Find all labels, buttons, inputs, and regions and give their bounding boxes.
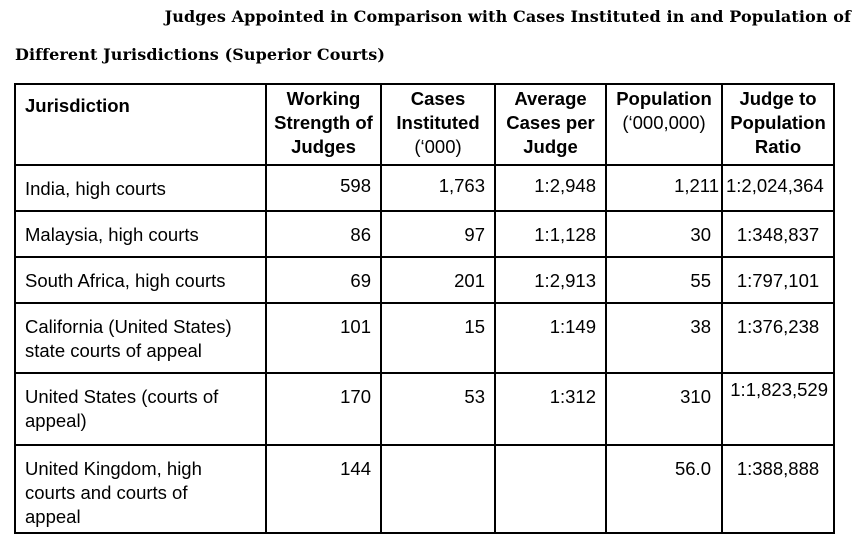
cell-jurisdiction: India, high courts bbox=[14, 164, 267, 212]
cell-jurisdiction-line: state courts of appeal bbox=[25, 340, 202, 361]
header-cases-instituted: Cases Instituted (‘000) bbox=[380, 83, 496, 166]
table-row: United Kingdom, high courts and courts o… bbox=[14, 444, 835, 534]
cell-average bbox=[494, 444, 607, 534]
title-line-1: Judges Appointed in Comparison with Case… bbox=[164, 7, 851, 26]
cell-average: 1:312 bbox=[494, 372, 607, 446]
cell-ratio: 1:348,837 bbox=[721, 210, 835, 258]
cell-average: 1:1,128 bbox=[494, 210, 607, 258]
cell-jurisdiction: United Kingdom, high courts and courts o… bbox=[14, 444, 267, 534]
header-working-strength: Working Strength of Judges bbox=[265, 83, 382, 166]
header-working-strength-line: Judges bbox=[291, 136, 356, 157]
header-average-cases: Average Cases per Judge bbox=[494, 83, 607, 166]
header-jurisdiction: Jurisdiction bbox=[14, 83, 267, 166]
cell-cases: 97 bbox=[380, 210, 496, 258]
header-population-line: (‘000,000) bbox=[622, 112, 706, 133]
header-row: Jurisdiction Working Strength of Judges … bbox=[14, 83, 835, 166]
header-cases-line: Instituted bbox=[396, 112, 480, 133]
cell-cases: 201 bbox=[380, 256, 496, 304]
cell-judges: 170 bbox=[265, 372, 382, 446]
header-population: Population (‘000,000) bbox=[605, 83, 723, 166]
header-cases-line: Cases bbox=[410, 88, 466, 109]
cell-ratio: 1:1,823,529 bbox=[721, 372, 835, 446]
header-average-line: Judge bbox=[523, 136, 578, 157]
cell-population: 56.0 bbox=[605, 444, 723, 534]
header-cases-line: (‘000) bbox=[414, 136, 462, 157]
cell-judges: 86 bbox=[265, 210, 382, 258]
table-row: India, high courts 598 1,763 1:2,948 1,2… bbox=[14, 164, 835, 212]
cell-jurisdiction-line: courts and courts of bbox=[25, 482, 188, 503]
header-average-line: Cases per bbox=[506, 112, 595, 133]
cell-population: 30 bbox=[605, 210, 723, 258]
cell-jurisdiction: South Africa, high courts bbox=[14, 256, 267, 304]
cell-judges: 144 bbox=[265, 444, 382, 534]
header-working-strength-line: Working bbox=[286, 88, 361, 109]
cell-cases bbox=[380, 444, 496, 534]
cell-jurisdiction-line: appeal bbox=[25, 506, 81, 527]
cell-jurisdiction-line: appeal) bbox=[25, 410, 87, 431]
header-average-line: Average bbox=[514, 88, 587, 109]
cell-population: 38 bbox=[605, 302, 723, 374]
cell-jurisdiction-line: United Kingdom, high bbox=[25, 458, 202, 479]
cell-population: 310 bbox=[605, 372, 723, 446]
jurisdiction-table: Jurisdiction Working Strength of Judges … bbox=[14, 83, 835, 534]
cell-population: 1,211 bbox=[605, 164, 723, 212]
cell-ratio: 1:388,888 bbox=[721, 444, 835, 534]
table-row: California (United States) state courts … bbox=[14, 302, 835, 374]
header-ratio: Judge to Population Ratio bbox=[721, 83, 835, 166]
cell-judges: 101 bbox=[265, 302, 382, 374]
table-row: Malaysia, high courts 86 97 1:1,128 30 1… bbox=[14, 210, 835, 258]
table-row: United States (courts of appeal) 170 53 … bbox=[14, 372, 835, 446]
cell-judges: 69 bbox=[265, 256, 382, 304]
cell-average: 1:2,913 bbox=[494, 256, 607, 304]
cell-jurisdiction: United States (courts of appeal) bbox=[14, 372, 267, 446]
title-line-2: Different Jurisdictions (Superior Courts… bbox=[15, 45, 386, 64]
header-working-strength-line: Strength of bbox=[274, 112, 373, 133]
cell-population: 55 bbox=[605, 256, 723, 304]
cell-judges: 598 bbox=[265, 164, 382, 212]
cell-jurisdiction: Malaysia, high courts bbox=[14, 210, 267, 258]
header-ratio-line: Judge to bbox=[739, 88, 817, 109]
header-ratio-line: Population bbox=[730, 112, 826, 133]
cell-ratio: 1:376,238 bbox=[721, 302, 835, 374]
cell-ratio: 1:2,024,364 bbox=[721, 164, 835, 212]
cell-jurisdiction: California (United States) state courts … bbox=[14, 302, 267, 374]
table-row: South Africa, high courts 69 201 1:2,913… bbox=[14, 256, 835, 304]
cell-cases: 15 bbox=[380, 302, 496, 374]
header-ratio-line: Ratio bbox=[754, 136, 802, 157]
cell-cases: 53 bbox=[380, 372, 496, 446]
cell-ratio: 1:797,101 bbox=[721, 256, 835, 304]
cell-jurisdiction-line: United States (courts of bbox=[25, 386, 219, 407]
cell-average: 1:149 bbox=[494, 302, 607, 374]
cell-cases: 1,763 bbox=[380, 164, 496, 212]
cell-average: 1:2,948 bbox=[494, 164, 607, 212]
cell-jurisdiction-line: California (United States) bbox=[25, 316, 232, 337]
header-population-line: Population bbox=[616, 88, 712, 109]
